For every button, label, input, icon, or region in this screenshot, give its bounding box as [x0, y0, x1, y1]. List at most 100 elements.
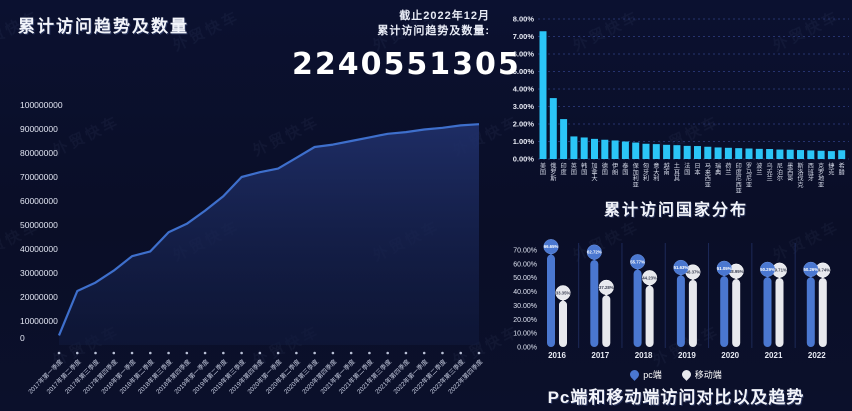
country-bar-韩国[interactable]	[580, 137, 588, 159]
y-axis-tick-label: 30000000	[20, 268, 58, 278]
mobile-bar-2016[interactable]	[559, 300, 567, 347]
y-axis-tick-label: 20000000	[20, 292, 58, 302]
pc-legend-label: pc端	[643, 370, 662, 380]
country-bar-匈牙利[interactable]	[642, 143, 650, 159]
balloon-value-label: 49.71%	[772, 268, 787, 273]
x-axis-tick-dot	[130, 351, 134, 355]
pc-legend-icon	[628, 368, 642, 381]
pc-bar-2018[interactable]	[633, 269, 642, 347]
pc-bar-2016[interactable]	[547, 254, 555, 347]
balloon-marker	[673, 259, 689, 276]
x-axis-tick-label: 2021	[765, 351, 783, 360]
country-bar-越南[interactable]	[663, 144, 671, 159]
x-axis-tick-dot	[386, 351, 389, 355]
pc-bar-2021[interactable]	[763, 277, 772, 347]
country-bar-日本[interactable]	[694, 146, 701, 159]
country-bar-俄罗斯[interactable]	[549, 98, 557, 159]
x-axis-tick-label: 2016	[548, 351, 566, 360]
country-bar-伊朗[interactable]	[611, 140, 619, 159]
country-bar-捷克[interactable]	[827, 151, 835, 159]
pc-bar-2019[interactable]	[676, 275, 685, 347]
country-bar-印度[interactable]	[560, 119, 568, 159]
country-bar-加拿大[interactable]	[591, 138, 598, 159]
x-axis-tick-label: 马来西亚	[705, 162, 711, 189]
country-bar-克罗地亚[interactable]	[817, 150, 825, 159]
x-axis-tick-dot	[75, 351, 79, 355]
balloon-marker	[642, 270, 658, 286]
country-bar-意大利[interactable]	[652, 144, 660, 159]
country-bar-波兰[interactable]	[755, 148, 763, 159]
trend-line[interactable]	[57, 123, 480, 336]
mobile-bar-2019[interactable]	[688, 279, 697, 347]
legend-item-mobile[interactable]: 移动端	[679, 368, 722, 381]
y-axis-tick-label: 1.00%	[513, 137, 535, 146]
mobile-bar-2017[interactable]	[602, 295, 611, 347]
y-axis-tick-label: 90000000	[20, 124, 58, 134]
country-bar-希腊[interactable]	[838, 150, 846, 159]
country-bar-西班牙[interactable]	[807, 150, 815, 159]
country-bar-瑞典[interactable]	[714, 147, 722, 159]
mobile-bar-2021[interactable]	[775, 278, 784, 347]
country-bar-英国[interactable]	[570, 136, 578, 159]
x-axis-tick-label: 印度尼西亚	[736, 163, 742, 195]
balloon-marker	[803, 261, 819, 277]
country-bar-马来西亚[interactable]	[704, 146, 712, 159]
pc-bar-2020[interactable]	[720, 276, 729, 347]
balloon-marker	[716, 260, 732, 276]
x-axis-tick-dot	[441, 351, 444, 355]
y-axis-tick-label: 60000000	[20, 196, 58, 206]
country-bar-保加利亚[interactable]	[632, 142, 640, 159]
x-axis-tick-dot	[185, 351, 189, 355]
country-chart-title: 累计访问国家分布	[603, 202, 748, 219]
balloon-value-label: 48.95%	[729, 269, 744, 274]
x-axis-tick-label: 2018	[635, 351, 653, 360]
y-axis-tick-label: 3.00%	[513, 102, 535, 111]
y-axis-tick-label: 70.00%	[513, 248, 537, 255]
country-bar-墨西哥[interactable]	[786, 149, 794, 159]
y-axis-tick-label: 40000000	[20, 244, 58, 254]
x-axis-tick-label: 2020	[721, 351, 739, 360]
country-bar-法国[interactable]	[683, 145, 691, 159]
x-axis-tick-label: 捷克	[828, 162, 834, 176]
pc-bar-2022[interactable]	[806, 277, 815, 347]
country-bar-泰国[interactable]	[621, 141, 629, 160]
mobile-bar-2020[interactable]	[732, 279, 741, 347]
x-axis-tick-label: 2017	[591, 351, 609, 360]
device-chart-title: Pc端和移动端访问对比以及趋势	[547, 388, 805, 407]
mobile-bar-2018[interactable]	[645, 285, 654, 347]
balloon-value-label: 33.35%	[556, 290, 571, 295]
country-bar-乌克兰[interactable]	[766, 149, 774, 159]
device-bar-chart: 0.00% 10.00% 20.00% 30.00% 40.00% 50.00% 60.00…	[513, 239, 831, 360]
country-bar-尼泊尔[interactable]	[776, 149, 784, 159]
y-axis-tick-label: 10.00%	[513, 331, 537, 338]
x-axis-tick-dot	[149, 351, 152, 355]
balloon-value-label: 51.63%	[674, 265, 689, 270]
summary-info: 截止2022年12月 累计访问趋势及数量: 2240551305	[292, 9, 519, 82]
x-axis-tick-dot	[112, 351, 116, 355]
country-bar-罗马尼亚[interactable]	[745, 148, 753, 160]
legend-item-pc[interactable]: pc端	[628, 368, 662, 381]
y-axis-tick-label: 6.00%	[513, 50, 535, 59]
country-bar-德国[interactable]	[601, 139, 609, 159]
country-bar-荷兰[interactable]	[724, 147, 732, 159]
y-axis-tick-label: 60.00%	[513, 261, 537, 268]
x-axis-tick-label: 意大利	[653, 162, 659, 183]
balloon-marker	[598, 279, 614, 295]
balloon-marker	[586, 244, 602, 260]
country-bar-土耳其[interactable]	[673, 145, 681, 159]
country-bar-印度尼西亚[interactable]	[735, 148, 743, 159]
mobile-bar-2022[interactable]	[818, 278, 827, 347]
x-axis-tick-label: 法国	[684, 162, 690, 176]
country-bar-美国[interactable]	[539, 31, 547, 159]
y-axis-tick-label: 20.00%	[513, 317, 537, 324]
balloon-marker	[555, 285, 571, 301]
x-axis-tick-label: 希腊	[839, 162, 845, 176]
x-axis-tick-label: 西班牙	[808, 163, 814, 183]
x-axis-tick-label: 日本	[694, 163, 700, 176]
pc-bar-2017[interactable]	[590, 260, 599, 347]
country-bar-斯洛伐克[interactable]	[797, 150, 804, 159]
x-axis-tick-dot	[94, 351, 97, 355]
balloon-value-label: 49.74%	[816, 268, 831, 273]
trend-area-chart: 0 10000000 20000000 30000000 40000000 5000000…	[20, 100, 485, 396]
